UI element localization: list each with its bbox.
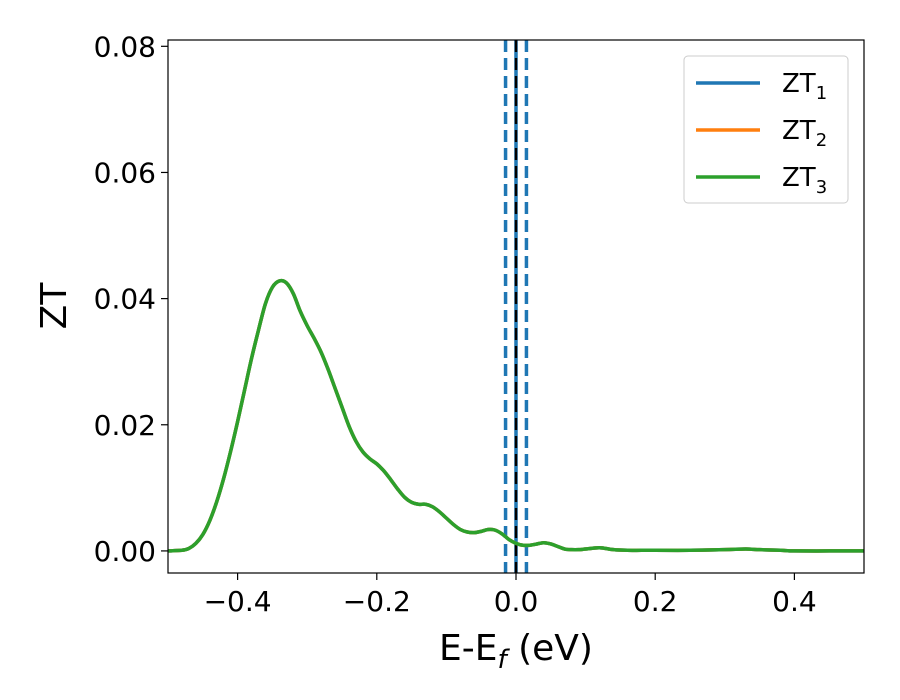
y-tick-label: 0.02: [94, 409, 156, 442]
vertical-reference-lines: [503, 40, 529, 573]
x-axis-title-unit: (eV): [507, 628, 593, 669]
legend-box: [683, 55, 849, 204]
x-tick-label: −0.4: [204, 585, 272, 618]
legend-label-3: ZT3: [782, 163, 827, 198]
y-axis-title: ZT: [34, 282, 75, 330]
x-axis-title-main: E-E: [439, 628, 497, 669]
y-axis-ticks: 0.00 0.02 0.04 0.06 0.08: [94, 30, 168, 568]
y-tick-label: 0.08: [94, 30, 156, 63]
series-lines: [168, 278, 864, 553]
y-tick-label: 0.06: [94, 156, 156, 189]
x-tick-label: 0.2: [633, 585, 678, 618]
x-axis-ticks: −0.4 −0.2 0.0 0.2 0.4: [204, 573, 817, 618]
series-line-3: [168, 278, 864, 553]
x-tick-label: 0.0: [494, 585, 539, 618]
legend-label-2: ZT2: [782, 116, 827, 151]
y-tick-label: 0.00: [94, 535, 156, 568]
x-tick-label: 0.4: [772, 585, 817, 618]
y-tick-label: 0.04: [94, 283, 156, 316]
x-axis-title: E-Ef (eV): [439, 628, 593, 675]
x-tick-label: −0.2: [343, 585, 411, 618]
legend: ZT1 ZT2 ZT3: [683, 55, 849, 204]
legend-label-1: ZT1: [782, 69, 827, 104]
